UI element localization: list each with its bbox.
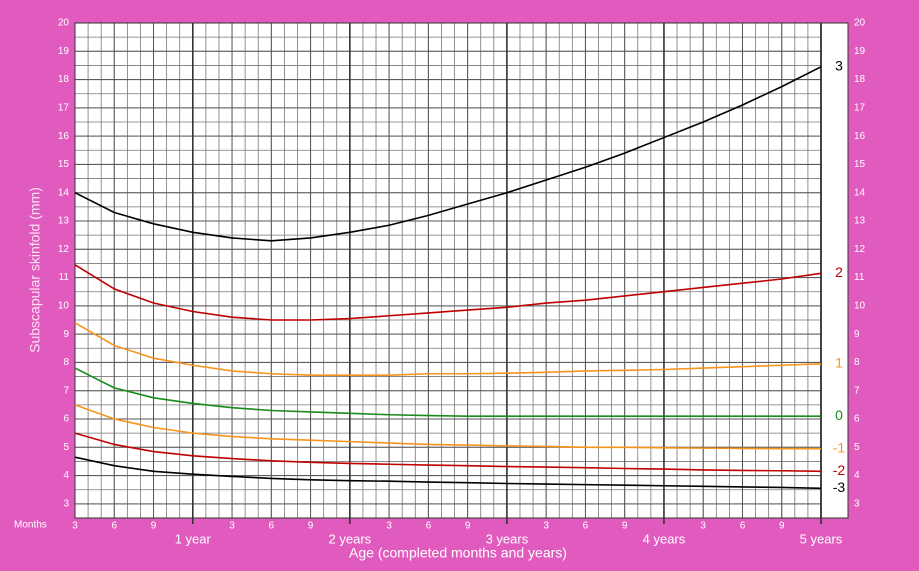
x-tick-label: 3 [72, 521, 78, 532]
y-tick-label-right: 8 [854, 357, 860, 368]
x-unit-label: Months [14, 520, 47, 531]
y-tick-label-right: 5 [854, 442, 860, 453]
x-tick-label: 5 years [800, 531, 843, 546]
y-tick-label: 14 [58, 187, 70, 198]
x-tick-label: 3 [700, 521, 706, 532]
x-tick-label: 9 [779, 521, 785, 532]
legend-label: -1 [833, 439, 846, 455]
x-tick-label: 9 [622, 521, 628, 532]
z-score-line [74, 264, 822, 321]
legend-label: 2 [835, 264, 843, 280]
y-tick-label: 17 [58, 102, 70, 113]
y-tick-label: 6 [63, 414, 69, 425]
y-tick-label-right: 20 [854, 18, 866, 29]
y-axis-label: Subscapular skinfold (mm) [27, 187, 43, 353]
y-tick-label: 16 [58, 131, 70, 142]
y-tick-label-right: 7 [854, 385, 860, 396]
y-tick-label-right: 3 [854, 498, 860, 509]
y-tick-label: 13 [58, 216, 70, 227]
x-tick-label: 6 [583, 521, 589, 532]
x-tick-label: 3 years [486, 531, 529, 546]
y-tick-label: 15 [58, 159, 70, 170]
y-tick-label: 18 [58, 74, 70, 85]
x-tick-label: 3 [543, 521, 549, 532]
legend-label: 0 [835, 407, 843, 423]
x-tick-label: 9 [465, 521, 471, 532]
y-tick-label: 20 [58, 18, 70, 29]
x-tick-label: 6 [269, 521, 275, 532]
z-score-line [74, 322, 822, 376]
x-tick-label: 3 [386, 521, 392, 532]
z-score-line [74, 404, 821, 450]
y-tick-label: 12 [58, 244, 70, 255]
z-score-line [74, 456, 822, 490]
plot-border [74, 22, 849, 519]
x-tick-label: 6 [426, 521, 432, 532]
y-tick-label-right: 18 [854, 74, 866, 85]
y-tick-label: 19 [58, 46, 70, 57]
y-tick-label-right: 19 [854, 46, 866, 57]
plot-background [75, 23, 848, 518]
z-score-line [74, 66, 822, 242]
x-tick-label: 9 [151, 521, 157, 532]
legend-label: -2 [833, 462, 846, 478]
y-tick-label: 3 [63, 498, 69, 509]
y-tick-label-right: 11 [854, 272, 865, 283]
x-tick-label: 4 years [643, 531, 686, 546]
y-tick-label: 5 [63, 442, 69, 453]
y-tick-label-right: 14 [854, 187, 866, 198]
x-tick-label: 1 year [175, 531, 212, 546]
y-tick-label-right: 13 [854, 216, 866, 227]
y-tick-label-right: 15 [854, 159, 866, 170]
legend-label: 3 [835, 58, 843, 74]
y-tick-label-right: 4 [854, 470, 860, 481]
legend-label: -3 [833, 479, 846, 495]
y-tick-label-right: 17 [854, 102, 866, 113]
x-tick-label: 2 years [329, 531, 372, 546]
legend-label: 1 [835, 355, 843, 371]
x-axis-label: Age (completed months and years) [349, 545, 567, 561]
y-tick-label-right: 10 [854, 300, 866, 311]
y-tick-label-right: 9 [854, 329, 860, 340]
z-score-line [74, 367, 821, 417]
y-tick-label: 4 [63, 470, 69, 481]
z-score-line [74, 432, 822, 473]
y-tick-label: 9 [63, 329, 69, 340]
y-tick-label-right: 12 [854, 244, 866, 255]
y-tick-label: 11 [59, 272, 70, 283]
x-tick-label: 6 [740, 521, 746, 532]
y-tick-label-right: 16 [854, 131, 866, 142]
y-tick-label-right: 6 [854, 414, 860, 425]
x-tick-label: 6 [111, 521, 117, 532]
y-tick-label: 8 [63, 357, 69, 368]
x-tick-label: 9 [308, 521, 314, 532]
y-tick-label: 10 [58, 300, 70, 311]
x-tick-label: 3 [229, 521, 235, 532]
y-tick-label: 7 [63, 385, 69, 396]
